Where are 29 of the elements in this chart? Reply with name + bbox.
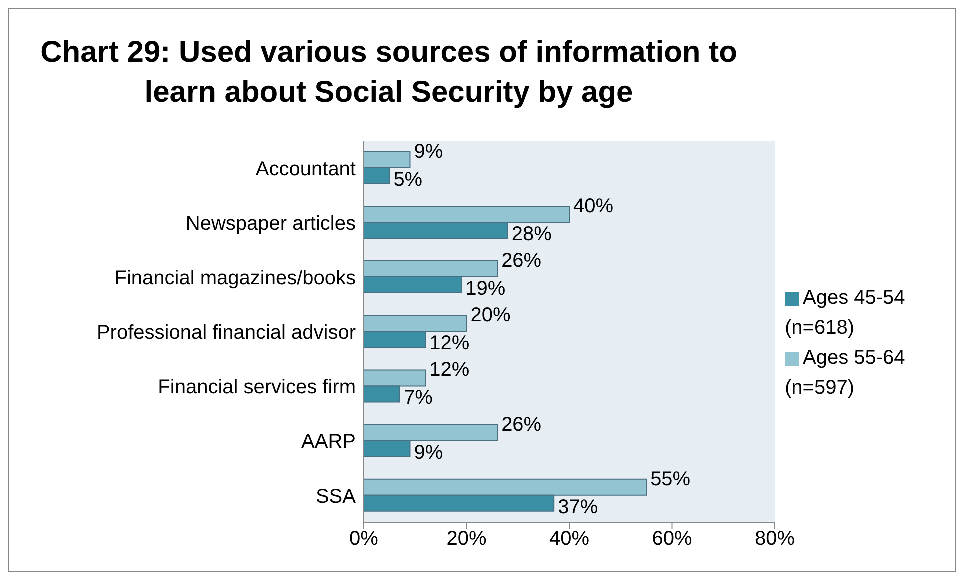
chart-title: Chart 29: Used various sources of information to learn about Social Security by age	[40, 35, 738, 111]
data-label: 12%	[430, 359, 470, 382]
data-label: 12%	[430, 332, 470, 355]
y-tick-label: Financial magazines/books	[114, 268, 356, 290]
y-tick-label: AARP	[302, 431, 356, 454]
y-tick-label: Accountant	[256, 158, 356, 180]
y-tick-label: SSA	[316, 486, 357, 508]
data-label: 20%	[470, 304, 511, 327]
legend-label: Ages 45-54 (n=618)	[785, 287, 906, 339]
data-label: 37%	[558, 496, 598, 518]
y-tick-label: Financial services firm	[158, 376, 356, 399]
x-tick-label: 60%	[652, 528, 692, 550]
legend-label: Ages 55-64 (n=597)	[785, 347, 906, 399]
data-label: 9%	[414, 140, 444, 163]
x-tick-label: 80%	[754, 528, 796, 550]
data-label: 55%	[650, 468, 691, 490]
data-label: 40%	[574, 195, 614, 218]
data-label: 5%	[394, 168, 423, 191]
y-tick-label: Newspaper articles	[186, 212, 356, 235]
y-tick-label: Professional financial advisor	[96, 322, 356, 344]
data-label: 9%	[414, 442, 444, 464]
data-label: 28%	[512, 223, 552, 246]
x-tick-label: 20%	[446, 528, 487, 550]
data-label: 26%	[502, 414, 542, 436]
data-label: 7%	[404, 387, 434, 410]
data-label: 26%	[502, 250, 542, 272]
x-tick-label: 0%	[350, 528, 379, 550]
x-tick-label: 40%	[549, 528, 590, 550]
data-label: 19%	[466, 278, 506, 300]
